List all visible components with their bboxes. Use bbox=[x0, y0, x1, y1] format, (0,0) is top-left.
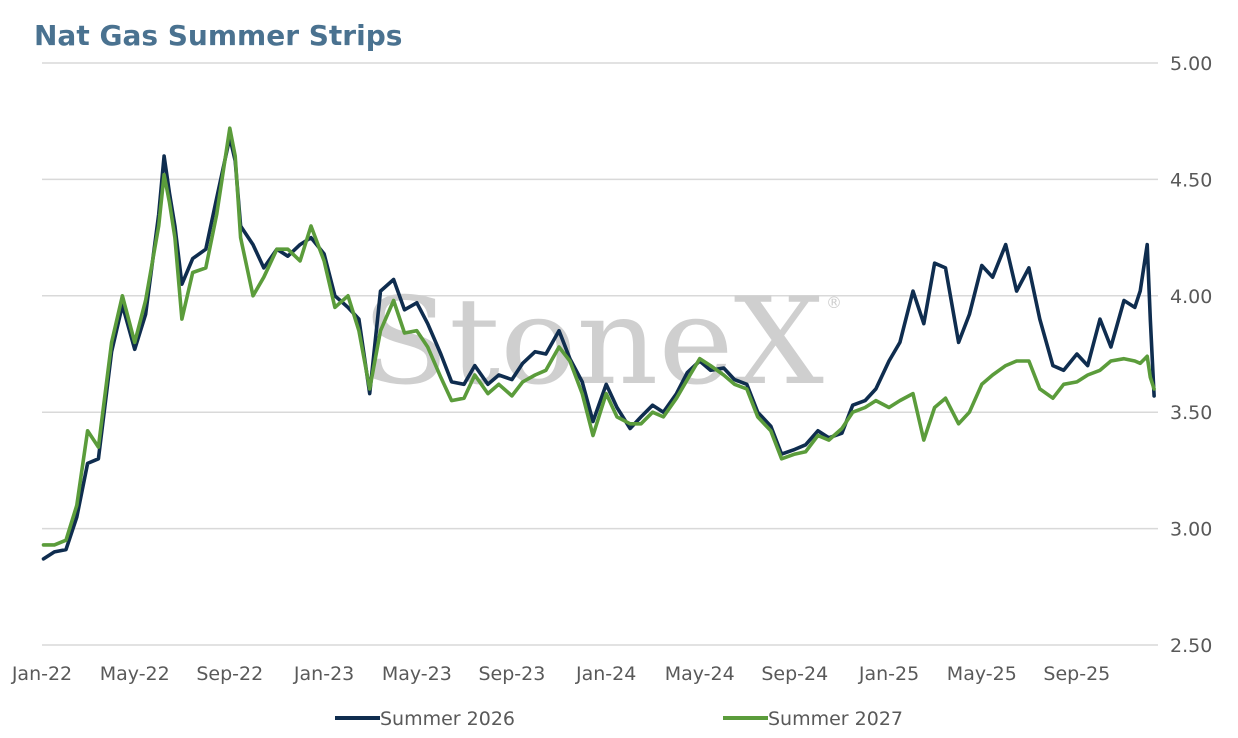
x-tick-label: Jan-24 bbox=[575, 663, 636, 685]
x-tick-label: May-24 bbox=[665, 663, 735, 685]
series-line-summer-2026 bbox=[41, 135, 1156, 561]
legend-label: Summer 2027 bbox=[768, 708, 903, 730]
y-tick-label: 4.00 bbox=[1170, 286, 1212, 308]
x-tick-label: Sep-22 bbox=[196, 663, 263, 685]
x-tick-label: Sep-23 bbox=[478, 663, 545, 685]
x-tick-label: Jan-25 bbox=[858, 663, 919, 685]
y-axis-ticks: 2.50 3.00 3.50 4.00 4.50 5.00 bbox=[1170, 53, 1212, 657]
x-axis-ticks: Jan-22 May-22 Sep-22 Jan-23 May-23 Sep-23 Jan-… bbox=[11, 663, 1110, 685]
y-tick-label: 3.00 bbox=[1170, 519, 1212, 541]
chart-title: Nat Gas Summer Strips bbox=[34, 19, 402, 52]
x-tick-label: May-25 bbox=[947, 663, 1017, 685]
legend: Summer 2026 Summer 2027 bbox=[335, 708, 903, 730]
x-tick-label: May-23 bbox=[382, 663, 452, 685]
y-tick-label: 5.00 bbox=[1170, 53, 1212, 75]
x-tick-label: Jan-23 bbox=[293, 663, 354, 685]
series-lines bbox=[41, 126, 1156, 561]
y-tick-label: 4.50 bbox=[1170, 169, 1212, 191]
x-tick-label: Sep-25 bbox=[1043, 663, 1110, 685]
legend-item: Summer 2026 bbox=[335, 708, 515, 730]
legend-item: Summer 2027 bbox=[723, 708, 903, 730]
watermark-registered-mark: ® bbox=[826, 293, 842, 312]
series-line-summer-2027 bbox=[41, 126, 1156, 547]
x-tick-label: May-22 bbox=[100, 663, 170, 685]
y-tick-label: 3.50 bbox=[1170, 402, 1212, 424]
legend-label: Summer 2026 bbox=[380, 708, 515, 730]
x-tick-label: Sep-24 bbox=[761, 663, 828, 685]
x-tick-label: Jan-22 bbox=[11, 663, 72, 685]
y-tick-label: 2.50 bbox=[1170, 635, 1212, 657]
watermark-text: StoneX bbox=[362, 273, 824, 412]
